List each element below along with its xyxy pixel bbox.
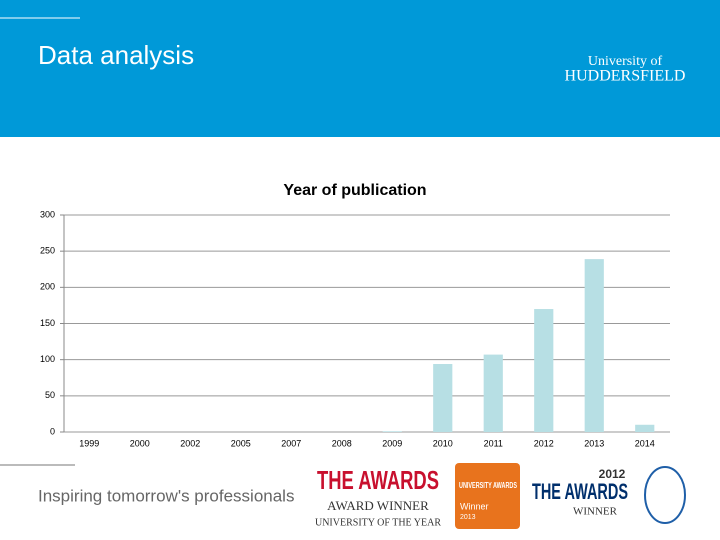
award-foot: 2012 (599, 467, 626, 481)
x-tick-label: 2005 (231, 438, 251, 448)
x-tick-label: 2010 (433, 438, 453, 448)
bar (584, 259, 604, 432)
y-tick-label: 250 (40, 246, 55, 256)
x-tick-label: 2014 (635, 438, 655, 448)
award-head: THE AWARDS (532, 479, 628, 504)
award-sub: Winner (460, 501, 489, 511)
logo-line: HUDDERSFIELD (565, 68, 686, 85)
y-tick-label: 100 (40, 354, 55, 364)
award-sub: WINNER (573, 506, 618, 518)
award-emblem (644, 466, 686, 524)
x-tick-label: 2013 (584, 438, 604, 448)
bar (635, 424, 655, 432)
bar (433, 364, 453, 432)
y-tick-label: 0 (50, 426, 55, 436)
x-tick-label: 2007 (281, 438, 301, 448)
bar (534, 309, 554, 432)
x-tick-label: 2012 (534, 438, 554, 448)
x-tick-label: 2011 (484, 438, 503, 448)
logo-line: University of (588, 54, 663, 69)
y-tick-label: 300 (40, 209, 55, 219)
slide-title: Data analysis (38, 40, 194, 70)
award-head: THE AWARDS (317, 465, 439, 495)
award-sub: AWARD WINNER (327, 498, 429, 513)
chart-title: Year of publication (283, 182, 426, 199)
award-badge (455, 463, 520, 529)
x-tick-label: 2009 (382, 438, 402, 448)
x-tick-label: 1999 (79, 438, 99, 448)
award-foot: UNIVERSITY OF THE YEAR (315, 517, 441, 528)
x-tick-label: 2002 (180, 438, 200, 448)
tagline: Inspiring tomorrow's professionals (38, 486, 294, 505)
award: THE AWARDS AWARD WINNER UNIVERSITY OF TH… (315, 465, 441, 528)
award-foot: 2013 (460, 514, 476, 521)
x-tick-label: 2008 (332, 438, 352, 448)
x-tick-label: 2000 (130, 438, 150, 448)
award: 2012 THE AWARDS WINNER (532, 467, 628, 517)
award-head: UNIVERSITY AWARDS (459, 481, 517, 490)
y-tick-label: 200 (40, 282, 55, 292)
y-tick-label: 150 (40, 318, 55, 328)
header-band (0, 0, 720, 137)
y-tick-label: 50 (45, 390, 55, 400)
bar (483, 354, 503, 432)
bar (382, 431, 402, 432)
award: UNIVERSITY AWARDS Winner 2013 (455, 463, 520, 529)
